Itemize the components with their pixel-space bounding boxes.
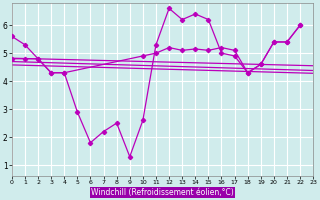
X-axis label: Windchill (Refroidissement éolien,°C): Windchill (Refroidissement éolien,°C) [91, 188, 234, 197]
